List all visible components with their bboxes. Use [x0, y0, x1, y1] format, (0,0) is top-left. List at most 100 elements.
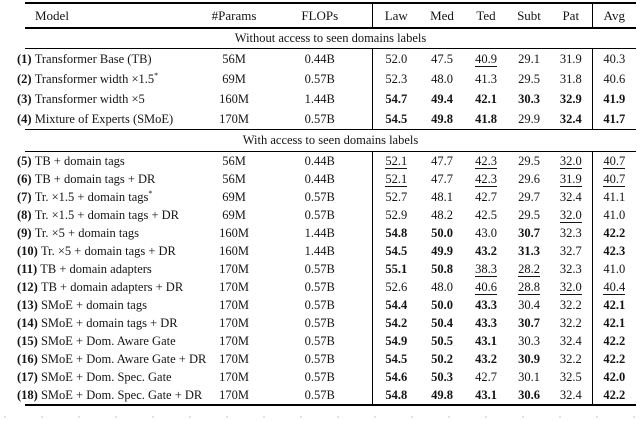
metric-value: 40.7 [603, 171, 626, 187]
metric-value: 41.0 [603, 261, 626, 276]
avg-cell: 40.4 [591, 278, 636, 296]
params-cell: 170M [219, 387, 249, 402]
law-cell: 54.8 [371, 386, 420, 405]
subt-cell: 30.4 [508, 296, 550, 314]
metric-value: 29.5 [518, 71, 540, 86]
model-name: SMoE + Dom. Spec. Gate + DR [40, 387, 203, 402]
metric-value: 55.1 [385, 261, 408, 276]
row-number: (7) [17, 189, 32, 204]
pat-cell: 32.9 [550, 89, 592, 109]
pat-cell: 32.4 [550, 386, 592, 405]
model-name: SMoE + Dom. Spec. Gate [40, 369, 172, 384]
table-row: (1) Transformer Base (TB) 56M 0.44B 52.0 47.… [17, 48, 636, 69]
col-header-pat: Pat [550, 3, 592, 29]
table-row: (4) Mixture of Experts (SMoE) 170M 0.57B 54… [17, 109, 636, 130]
ted-cell: 42.7 [464, 368, 508, 386]
avg-cell: 41.0 [591, 206, 636, 224]
model-cell: (15) SMoE + Dom. Aware Gate [17, 332, 200, 350]
law-cell: 52.1 [371, 151, 420, 170]
metric-value: 50.5 [431, 333, 453, 348]
model-cell: (13) SMoE + domain tags [17, 296, 200, 314]
avg-cell: 42.3 [591, 242, 636, 260]
metric-value: 43.1 [475, 333, 497, 348]
table-body: Without access to seen domains labels (1)… [17, 28, 636, 405]
model-name: TB + domain adapters + DR [40, 279, 184, 294]
metric-value: 49.4 [431, 91, 453, 106]
subt-cell: 29.5 [508, 206, 550, 224]
flops-cell: 0.57B [304, 315, 335, 330]
flops-cell: 0.57B [304, 207, 335, 222]
model-name: Tr. ×5 + domain tags + DR [40, 243, 176, 258]
metric-value: 47.7 [431, 153, 453, 168]
metric-value: 29.5 [518, 153, 540, 168]
metric-value: 28.2 [518, 261, 540, 277]
avg-cell: 42.1 [591, 314, 636, 332]
law-cell: 54.5 [371, 109, 420, 130]
model-cell: (9) Tr. ×5 + domain tags [17, 224, 200, 242]
metric-value: 50.8 [431, 261, 453, 276]
ted-cell: 43.3 [464, 314, 508, 332]
params-cell: 160M [219, 225, 249, 240]
table-row: (3) Transformer width ×5 160M 1.44B 54.7 49.… [17, 89, 636, 109]
model-name: Transformer width ×5 [34, 91, 145, 106]
col-header-med: Med [420, 3, 464, 29]
metric-value: 32.0 [559, 153, 582, 169]
med-cell: 50.0 [420, 224, 464, 242]
row-number: (6) [17, 171, 32, 186]
ted-cell: 43.3 [464, 296, 508, 314]
ted-cell: 40.6 [464, 278, 508, 296]
pat-cell: 31.9 [550, 170, 592, 188]
law-cell: 52.9 [371, 206, 420, 224]
flops-cell: 0.57B [304, 387, 335, 402]
metric-value: 32.5 [559, 369, 582, 384]
params-cell: 170M [219, 315, 249, 330]
law-cell: 52.3 [371, 69, 420, 89]
subt-cell: 31.3 [508, 242, 550, 260]
model-name: SMoE + domain tags [40, 297, 147, 312]
row-number: (4) [17, 111, 32, 126]
subt-cell: 29.5 [508, 152, 550, 171]
col-header-params: #Params [200, 3, 268, 29]
row-number: (16) [17, 351, 38, 366]
model-name: Transformer Base (TB) [34, 51, 152, 66]
avg-cell: 41.1 [591, 188, 636, 206]
model-name: SMoE + domain tags + DR [40, 315, 178, 330]
metric-value: 43.1 [475, 387, 497, 402]
metric-value: 29.1 [518, 51, 540, 66]
med-cell: 50.3 [420, 368, 464, 386]
metric-value: 32.0 [559, 207, 582, 223]
header-row: Model #Params FLOPs Law Med Ted Subt Pat… [25, 3, 636, 29]
pat-cell: 32.4 [550, 332, 592, 350]
metric-value: 32.7 [559, 243, 582, 258]
model-cell: (12) TB + domain adapters + DR [17, 278, 200, 296]
law-cell: 54.6 [371, 368, 420, 386]
metric-value: 50.3 [431, 369, 453, 384]
col-header-ted: Ted [464, 3, 508, 29]
metric-value: 50.0 [431, 297, 453, 312]
table-row: (8) Tr. ×1.5 + domain tags + DR 69M 0.57B 5… [17, 206, 636, 224]
metric-value: 40.7 [603, 153, 626, 169]
law-cell: 54.8 [371, 224, 420, 242]
subt-cell: 29.7 [508, 188, 550, 206]
metric-value: 32.0 [559, 279, 582, 295]
table-row: (14) SMoE + domain tags + DR 170M 0.57B 54.… [17, 314, 636, 332]
row-number: (17) [17, 369, 38, 384]
metric-value: 41.8 [475, 111, 497, 126]
metric-value: 47.7 [431, 171, 453, 186]
med-cell: 47.7 [420, 152, 464, 171]
metric-value: 52.9 [385, 207, 408, 222]
metric-value: 32.2 [559, 351, 582, 366]
metric-value: 29.9 [518, 111, 540, 126]
model-name: SMoE + Dom. Aware Gate [40, 333, 176, 348]
avg-cell: 42.0 [591, 368, 636, 386]
metric-value: 32.3 [559, 261, 582, 276]
metric-value: 30.7 [518, 225, 540, 240]
flops-cell: 0.57B [304, 279, 335, 294]
metric-value: 31.8 [559, 71, 582, 86]
metric-value: 30.4 [518, 297, 540, 312]
metric-value: 54.2 [385, 315, 408, 330]
model-cell: (14) SMoE + domain tags + DR [17, 314, 200, 332]
params-cell: 170M [219, 261, 249, 276]
flops-cell: 0.57B [304, 351, 335, 366]
subt-cell: 29.9 [508, 109, 550, 130]
